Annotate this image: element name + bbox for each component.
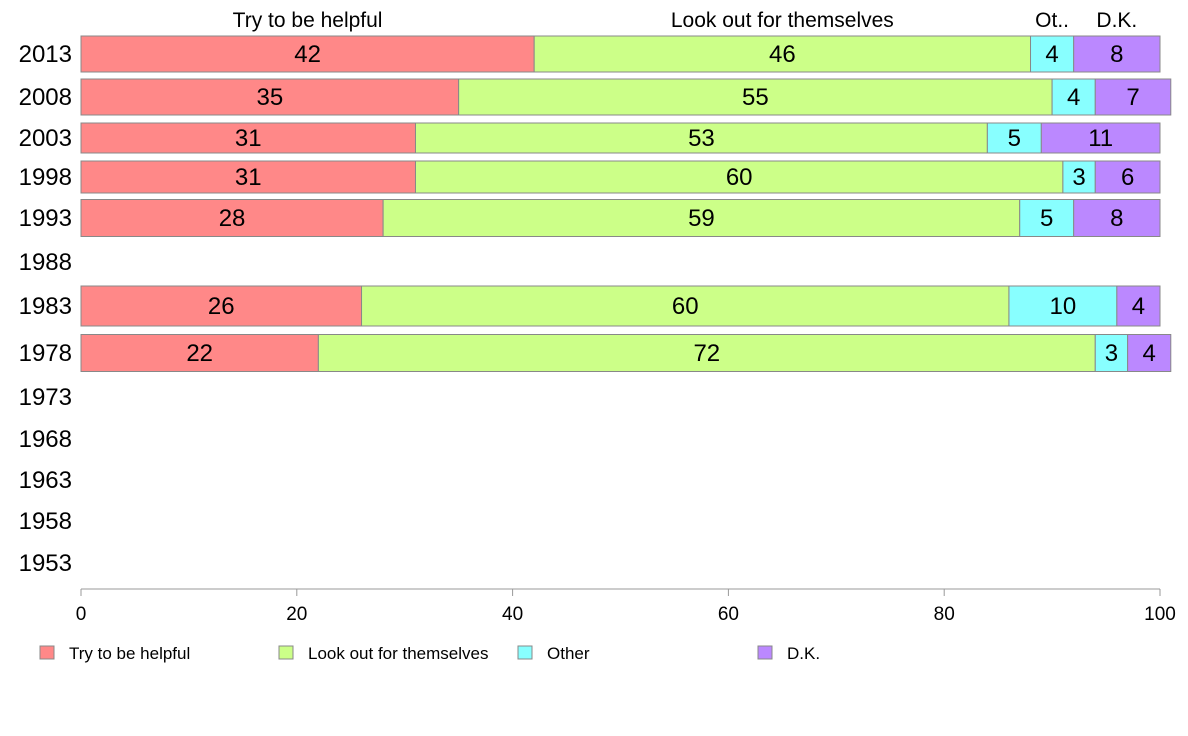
bar-try-to-be-helpful-2003 (80, 122, 416, 154)
column-header-4: D.K. (1096, 9, 1137, 32)
year-label-1983: 1983 (19, 293, 72, 320)
legend-label-look-out-for-themselves: Look out for themselves (308, 644, 488, 663)
data-label-look-out-for-themselves-2003: 53 (688, 125, 715, 152)
bar-try-to-be-helpful-1993 (80, 199, 384, 237)
year-label-1978: 1978 (19, 340, 72, 367)
column-header-1: Try to be helpful (233, 9, 383, 32)
year-label-1993: 1993 (19, 205, 72, 232)
x-tick-label-20: 20 (286, 604, 307, 625)
data-label-other-1978: 3 (1105, 340, 1118, 367)
data-label-d-k-1978: 4 (1143, 340, 1156, 367)
data-label-look-out-for-themselves-2008: 55 (742, 84, 769, 111)
data-label-d-k-1983: 4 (1132, 293, 1145, 320)
data-label-look-out-for-themselves-1983: 60 (672, 293, 699, 320)
legend-swatch-look-out-for-themselves (278, 645, 294, 660)
data-label-try-to-be-helpful-2003: 31 (235, 125, 262, 152)
legend: Try to be helpful Look out for themselves… (39, 644, 820, 663)
bar-try-to-be-helpful-2008 (80, 78, 460, 116)
data-label-try-to-be-helpful-2008: 35 (256, 84, 283, 111)
bar-d-k-1993 (1073, 199, 1161, 237)
legend-swatch-try-to-be-helpful (39, 645, 55, 660)
data-label-look-out-for-themselves-1993: 59 (688, 205, 715, 232)
bar-look-out-for-themselves-2008 (458, 78, 1053, 116)
legend-label-other: Other (547, 644, 590, 663)
data-label-d-k-2013: 8 (1110, 41, 1123, 68)
data-label-other-2013: 4 (1045, 41, 1058, 68)
x-axis: 0 20 40 60 80 100 (76, 588, 1176, 625)
year-label-1988: 1988 (19, 249, 72, 276)
year-label-1958: 1958 (19, 508, 72, 535)
year-label-2008: 2008 (19, 84, 72, 111)
bar-other-2013 (1030, 35, 1075, 73)
data-label-other-1993: 5 (1040, 205, 1053, 232)
data-label-try-to-be-helpful-1983: 26 (208, 293, 235, 320)
bar-look-out-for-themselves-2003 (414, 122, 988, 154)
bar-d-k-2008 (1094, 78, 1172, 116)
x-tick-label-100: 100 (1144, 604, 1176, 625)
data-label-try-to-be-helpful-1998: 31 (235, 164, 262, 191)
x-tick-label-60: 60 (718, 604, 739, 625)
data-label-d-k-2003: 11 (1088, 125, 1113, 152)
column-headers: Try to be helpful Look out for themselves… (233, 9, 1138, 32)
year-label-1968: 1968 (19, 426, 72, 453)
bar-try-to-be-helpful-1978 (80, 334, 319, 372)
year-label-1963: 1963 (19, 467, 72, 494)
year-label-1973: 1973 (19, 384, 72, 411)
bar-other-1983 (1008, 285, 1118, 327)
legend-label-try-to-be-helpful: Try to be helpful (69, 644, 190, 663)
x-tick-label-40: 40 (502, 604, 523, 625)
legend-label-d-k: D.K. (787, 644, 820, 663)
legend-swatch-d-k (757, 645, 773, 660)
year-label-2013: 2013 (19, 41, 72, 68)
data-label-try-to-be-helpful-1993: 28 (219, 205, 246, 232)
data-label-other-1998: 3 (1072, 164, 1085, 191)
data-label-d-k-2008: 7 (1126, 84, 1139, 111)
data-label-other-2008: 4 (1067, 84, 1080, 111)
data-label-look-out-for-themselves-2013: 46 (769, 41, 796, 68)
bar-other-1978 (1094, 334, 1129, 372)
data-label-try-to-be-helpful-1978: 22 (186, 340, 213, 367)
x-tick-label-0: 0 (76, 604, 87, 625)
data-label-d-k-1993: 8 (1110, 205, 1123, 232)
bar-other-2008 (1051, 78, 1096, 116)
bar-look-out-for-themselves-2013 (533, 35, 1032, 73)
bar-d-k-1998 (1094, 160, 1161, 194)
bar-d-k-1978 (1127, 334, 1172, 372)
bar-other-1993 (1019, 199, 1075, 237)
data-label-other-2003: 5 (1008, 125, 1021, 152)
data-label-look-out-for-themselves-1978: 72 (693, 340, 720, 367)
bar-d-k-1983 (1116, 285, 1161, 327)
data-label-look-out-for-themselves-1998: 60 (726, 164, 753, 191)
bars: 42 46 4 8 35 55 4 7 31 53 5 11 31 60 3 6 28 59 5 8 26 60 10 4 22… (80, 35, 1172, 372)
bar-look-out-for-themselves-1983 (361, 285, 1010, 327)
x-tick-label-80: 80 (934, 604, 955, 625)
year-label-2003: 2003 (19, 125, 72, 152)
bar-look-out-for-themselves-1993 (382, 199, 1021, 237)
data-label-other-1983: 10 (1050, 293, 1077, 320)
column-header-2: Look out for themselves (671, 9, 894, 32)
bar-d-k-2013 (1073, 35, 1161, 73)
year-label-1998: 1998 (19, 164, 72, 191)
bar-d-k-2003 (1040, 122, 1161, 154)
bar-try-to-be-helpful-1983 (80, 285, 363, 327)
legend-swatch-other (517, 645, 533, 660)
column-header-3: Ot.. (1035, 9, 1069, 32)
bar-try-to-be-helpful-1998 (80, 160, 416, 194)
year-labels: 2013 2008 2003 1998 1993 1988 1983 1978 1973 1968… (19, 41, 72, 577)
bar-look-out-for-themselves-1998 (414, 160, 1064, 194)
data-label-d-k-1998: 6 (1121, 164, 1134, 191)
year-label-1953: 1953 (19, 550, 72, 577)
data-label-try-to-be-helpful-2013: 42 (294, 41, 321, 68)
bar-try-to-be-helpful-2013 (80, 35, 535, 73)
